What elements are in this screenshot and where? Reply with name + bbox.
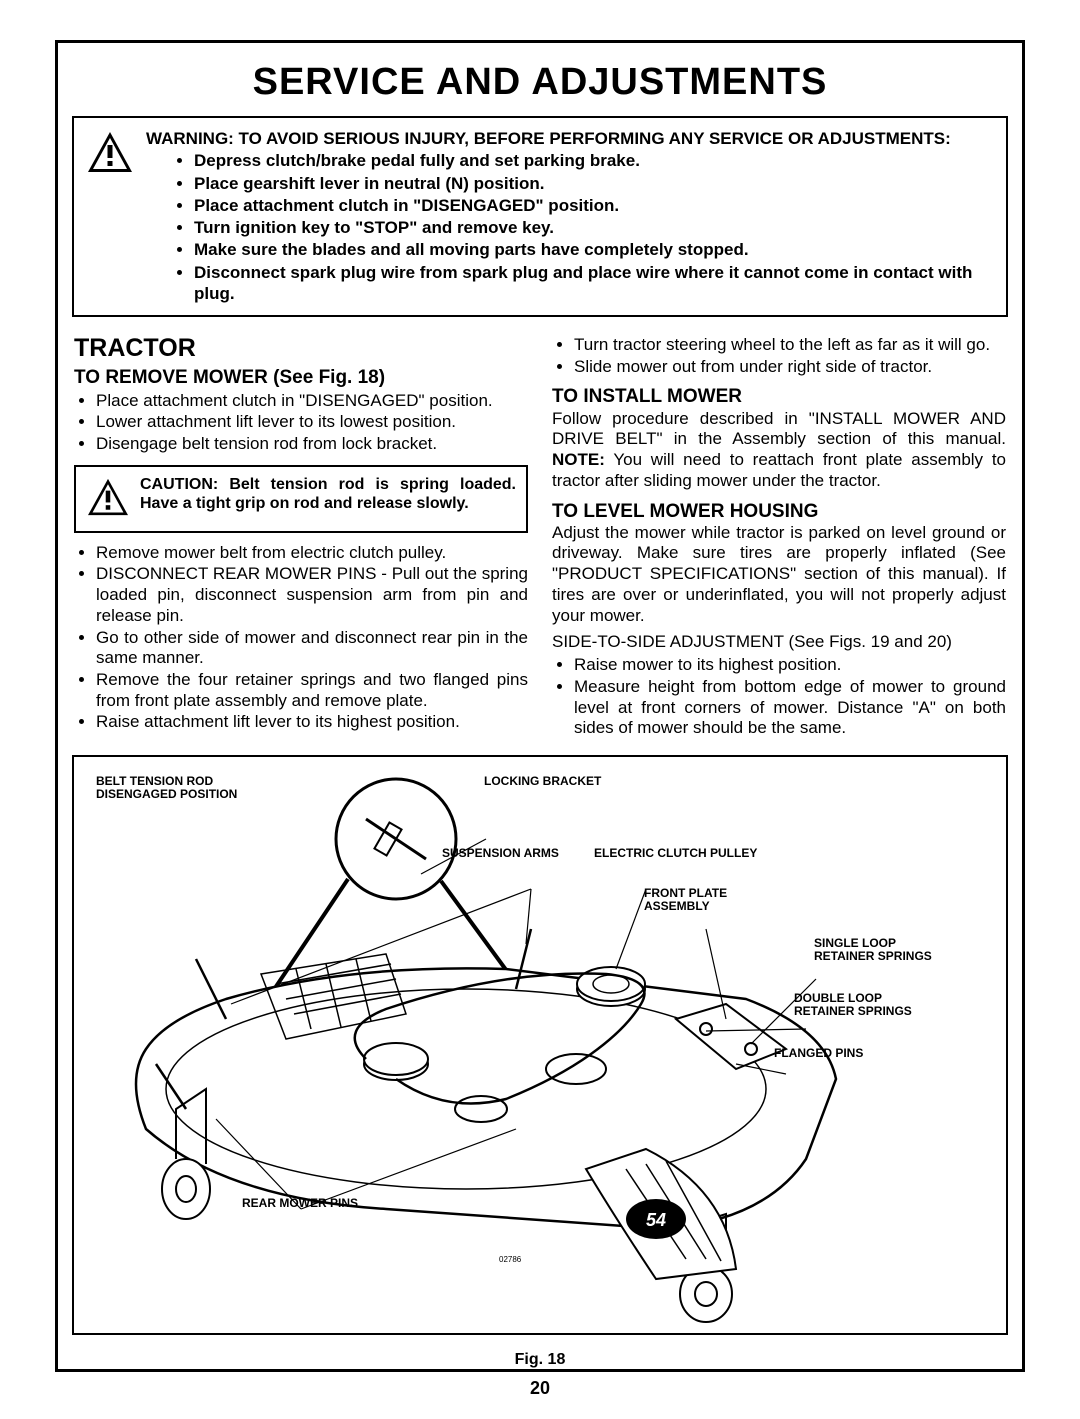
warning-item: Depress clutch/brake pedal fully and set… [194,150,994,171]
left-column: TRACTOR TO REMOVE MOWER (See Fig. 18) Pl… [74,333,528,741]
figure-18-diagram: 54 BELT TENSION ROD DISENGAGED POSI [72,755,1008,1335]
warning-item: Disconnect spark plug wire from spark pl… [194,262,994,305]
caution-box: CAUTION: Belt tension rod is spring load… [74,465,528,533]
install-text-c: You will need to reattach front plate as… [552,450,1006,490]
page-number: 20 [55,1378,1025,1399]
install-text-a: Follow procedure described in "INSTALL M… [552,409,1006,449]
list-item: Disengage belt tension rod from lock bra… [96,434,528,455]
warning-item: Make sure the blades and all moving part… [194,239,994,260]
label-belt-tension: BELT TENSION ROD DISENGAGED POSITION [96,775,237,801]
caution-text: CAUTION: Belt tension rod is spring load… [140,475,516,513]
level-list: Raise mower to its highest position. Mea… [552,655,1006,739]
list-item: Go to other side of mower and disconnect… [96,628,528,669]
install-paragraph: Follow procedure described in "INSTALL M… [552,409,1006,492]
page-border: SERVICE AND ADJUSTMENTS WARNING: TO AVOI… [55,40,1025,1372]
remove-list-1: Place attachment clutch in "DISENGAGED" … [74,391,528,455]
list-item: Measure height from bottom edge of mower… [574,677,1006,739]
right-column: Turn tractor steering wheel to the left … [552,333,1006,741]
level-paragraph: Adjust the mower while tractor is parked… [552,523,1006,627]
list-item: Raise mower to its highest position. [574,655,1006,676]
warning-header: WARNING: TO AVOID SERIOUS INJURY, BEFORE… [146,128,994,149]
install-mower-heading: TO INSTALL MOWER [552,385,1006,408]
warning-list: Depress clutch/brake pedal fully and set… [146,150,994,304]
side-adjustment-heading: SIDE-TO-SIDE ADJUSTMENT (See Figs. 19 an… [552,632,1006,653]
remove-mower-heading: TO REMOVE MOWER (See Fig. 18) [74,366,528,389]
list-item: Remove the four retainer springs and two… [96,670,528,711]
label-rear-mower-pins: REAR MOWER PINS [242,1197,358,1210]
list-item: Slide mower out from under right side of… [574,357,1006,378]
list-item: Turn tractor steering wheel to the left … [574,335,1006,356]
note-label: NOTE: [552,450,605,469]
label-locking-bracket: LOCKING BRACKET [484,775,601,788]
list-item: Remove mower belt from electric clutch p… [96,543,528,564]
list-item: Lower attachment lift lever to its lowes… [96,412,528,433]
warning-item: Turn ignition key to "STOP" and remove k… [194,217,994,238]
label-electric-clutch: ELECTRIC CLUTCH PULLEY [594,847,757,860]
warning-icon [86,130,134,179]
warning-item: Place gearshift lever in neutral (N) pos… [194,173,994,194]
list-item: Place attachment clutch in "DISENGAGED" … [96,391,528,412]
figure-caption: Fig. 18 [58,1351,1022,1369]
right-list-0: Turn tractor steering wheel to the left … [552,335,1006,377]
content-columns: TRACTOR TO REMOVE MOWER (See Fig. 18) Pl… [58,333,1022,741]
list-item: Raise attachment lift lever to its highe… [96,712,528,733]
warning-box: WARNING: TO AVOID SERIOUS INJURY, BEFORE… [72,116,1008,317]
label-flanged-pins: FLANGED PINS [774,1047,863,1060]
svg-text:54: 54 [646,1210,666,1230]
label-front-plate: FRONT PLATE ASSEMBLY [644,887,727,913]
level-mower-heading: TO LEVEL MOWER HOUSING [552,500,1006,523]
label-double-loop: DOUBLE LOOP RETAINER SPRINGS [794,992,912,1018]
warning-content: WARNING: TO AVOID SERIOUS INJURY, BEFORE… [146,128,994,305]
remove-list-2: Remove mower belt from electric clutch p… [74,543,528,734]
warning-item: Place attachment clutch in "DISENGAGED" … [194,195,994,216]
page-title: SERVICE AND ADJUSTMENTS [58,43,1022,116]
list-item: DISCONNECT REAR MOWER PINS - Pull out th… [96,564,528,626]
caution-icon [86,477,130,523]
label-part-code: 02786 [499,1256,521,1265]
tractor-heading: TRACTOR [74,333,528,364]
label-single-loop: SINGLE LOOP RETAINER SPRINGS [814,937,932,963]
label-suspension-arms: SUSPENSION ARMS [442,847,559,860]
